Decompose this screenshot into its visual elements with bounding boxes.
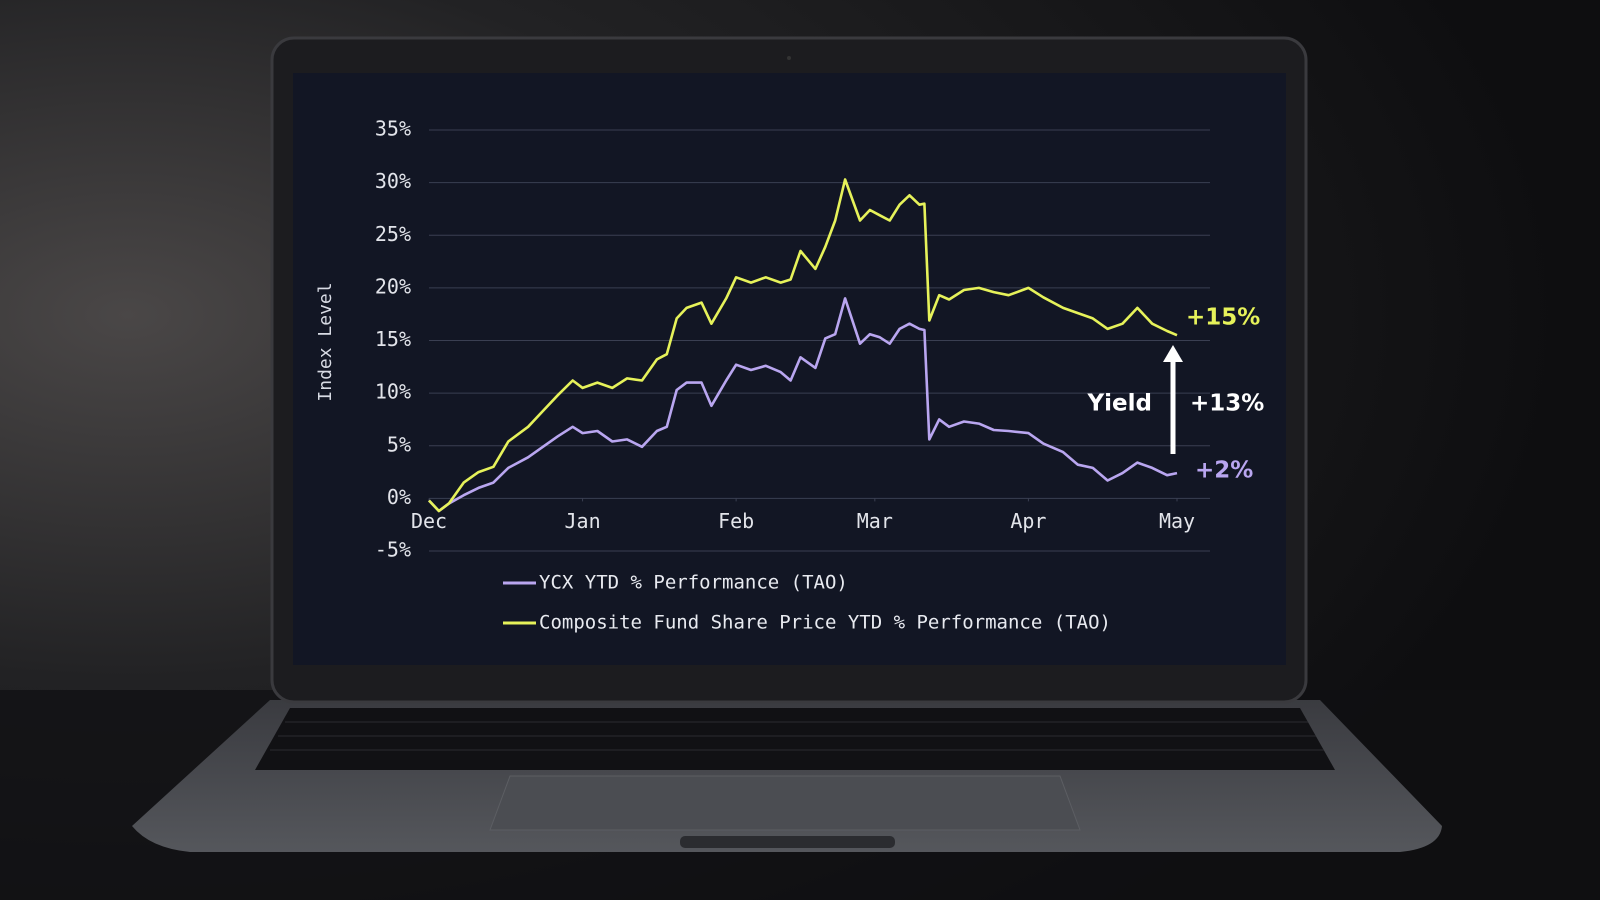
annotation: +15%: [1186, 305, 1260, 331]
y-tick-label: 10%: [375, 380, 411, 404]
camera: [787, 56, 791, 60]
y-tick-label: 25%: [375, 222, 411, 246]
y-tick-label: 5%: [387, 432, 411, 456]
y-tick-label: 35%: [375, 117, 411, 141]
trackpad: [489, 775, 1081, 831]
annotation: +2%: [1195, 458, 1253, 484]
chart: May Apr Mar Feb Jan Dec 35% 30% 25% 20% 15% 10% 5% 0%…: [315, 117, 1264, 634]
y-axis-label: Index Level: [315, 282, 336, 401]
x-tick-label: Mar: [857, 509, 893, 533]
y-tick-label: 20%: [375, 274, 411, 298]
x-tick-label: May: [1159, 509, 1195, 533]
x-tick-label: Dec: [411, 509, 447, 533]
keyboard-rows: [270, 721, 1324, 751]
y-tick-label: -5%: [375, 538, 411, 562]
hinge-notch: [680, 836, 895, 848]
y-tick-label: 30%: [375, 169, 411, 193]
x-tick-label: Jan: [565, 509, 601, 533]
y-tick-label: 0%: [387, 485, 411, 509]
screen: [293, 73, 1286, 665]
series-line: [428, 297, 1178, 513]
legend-label: YCX YTD % Performance (TAO): [539, 572, 848, 594]
yield-arrow-head: [1163, 345, 1183, 362]
series-line: [428, 178, 1178, 513]
keyboard: [255, 708, 1335, 770]
annotation: Yield: [1087, 391, 1153, 417]
legend-label: Composite Fund Share Price YTD % Perform…: [539, 612, 1111, 634]
x-tick-label: Feb: [718, 509, 754, 533]
annotation: +13%: [1190, 391, 1264, 417]
y-tick-label: 15%: [375, 327, 411, 351]
x-tick-label: Apr: [1010, 509, 1046, 533]
